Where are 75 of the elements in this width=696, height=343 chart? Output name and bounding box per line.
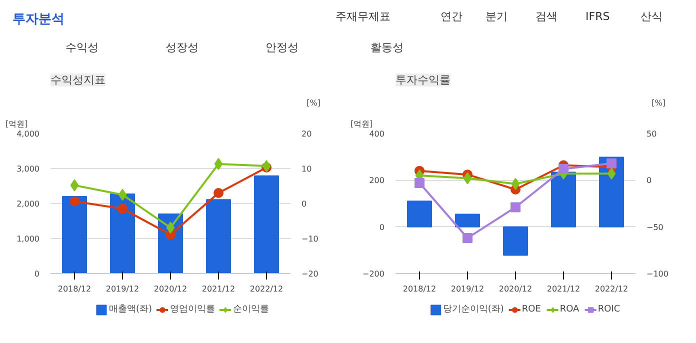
bar xyxy=(110,194,135,274)
x-tick-label: 2022/12 xyxy=(250,284,284,294)
point xyxy=(118,188,127,201)
y2-axis-title: [%] xyxy=(652,98,666,108)
point xyxy=(214,158,223,170)
text: 활동성 xyxy=(370,41,404,54)
legend-label: 영업이익률 xyxy=(170,304,216,316)
point xyxy=(606,158,616,168)
y-axis-title: [억원] xyxy=(350,120,373,128)
text: 주재무제표 xyxy=(336,10,390,24)
text: IFRS xyxy=(586,10,610,24)
text: 분기 xyxy=(486,10,508,24)
legend-label: 매출액(좌) xyxy=(108,304,152,316)
y2-tick-label: −50 xyxy=(646,222,664,232)
y2-axis-title: [%] xyxy=(306,98,320,108)
y-axis-title: [억원] xyxy=(6,120,28,128)
bar xyxy=(503,226,528,256)
y2-tick-label: −100 xyxy=(646,270,668,278)
y2-tick-label: 10 xyxy=(302,164,312,174)
y-tick-label: 0 xyxy=(379,222,385,232)
x-tick-label: 2018/12 xyxy=(58,284,92,294)
bar xyxy=(206,199,231,274)
y-tick-label: 4,000 xyxy=(16,130,40,138)
y-tick-label: 1,000 xyxy=(16,234,40,244)
x-tick-label: 2019/12 xyxy=(450,284,484,294)
point xyxy=(166,222,175,234)
y2-tick-label: −20 xyxy=(302,270,318,278)
y2-tick-label: 0 xyxy=(302,200,307,208)
chart-title: 투자수익률 xyxy=(396,74,450,86)
point xyxy=(607,168,616,180)
text: 검색 xyxy=(536,10,558,24)
y-tick-label: −200 xyxy=(362,270,385,278)
chart-title: 수익성지표 xyxy=(50,74,106,86)
point xyxy=(462,233,472,244)
x-tick-label: 2020/12 xyxy=(498,284,532,294)
point xyxy=(70,179,79,192)
bar xyxy=(407,200,432,228)
point xyxy=(511,178,520,190)
x-tick-label: 2021/12 xyxy=(546,284,580,294)
text: 성장성 xyxy=(166,41,198,54)
text: 수익성 xyxy=(66,41,98,54)
legend-label: ROIC xyxy=(598,303,620,315)
legend-label: ROA xyxy=(560,303,580,315)
point xyxy=(414,178,424,188)
x-tick-label: 2022/12 xyxy=(594,284,628,294)
x-tick-label: 2018/12 xyxy=(402,284,436,294)
legend-label: 당기순이익(좌) xyxy=(442,304,504,316)
bar xyxy=(62,196,87,274)
x-tick-label: 2019/12 xyxy=(106,284,140,294)
y2-tick-label: 0 xyxy=(646,176,652,186)
y-tick-label: 400 xyxy=(369,130,385,138)
point xyxy=(70,196,80,206)
bar xyxy=(551,172,576,228)
text: 산식 xyxy=(640,10,662,24)
point xyxy=(510,202,520,212)
y2-tick-label: 50 xyxy=(646,130,657,138)
x-tick-label: 2021/12 xyxy=(202,284,236,294)
y-tick-label: 2,000 xyxy=(16,200,40,208)
bar xyxy=(455,214,480,228)
point xyxy=(214,188,224,198)
point xyxy=(118,204,128,214)
point xyxy=(463,172,472,184)
y-tick-label: 3,000 xyxy=(16,164,40,174)
point xyxy=(558,164,568,174)
text: 연간 xyxy=(440,10,462,24)
y2-tick-label: −10 xyxy=(302,234,318,244)
text: 투자분석 xyxy=(12,12,64,27)
x-tick-label: 2020/12 xyxy=(154,284,188,294)
legend-label: ROE xyxy=(522,303,542,315)
legend-label: 순이익률 xyxy=(233,304,270,316)
y2-tick-label: 20 xyxy=(302,130,312,138)
y-tick-label: 0 xyxy=(34,270,40,278)
text: 안정성 xyxy=(266,41,298,54)
bar xyxy=(254,175,279,274)
y-tick-label: 200 xyxy=(369,176,385,186)
